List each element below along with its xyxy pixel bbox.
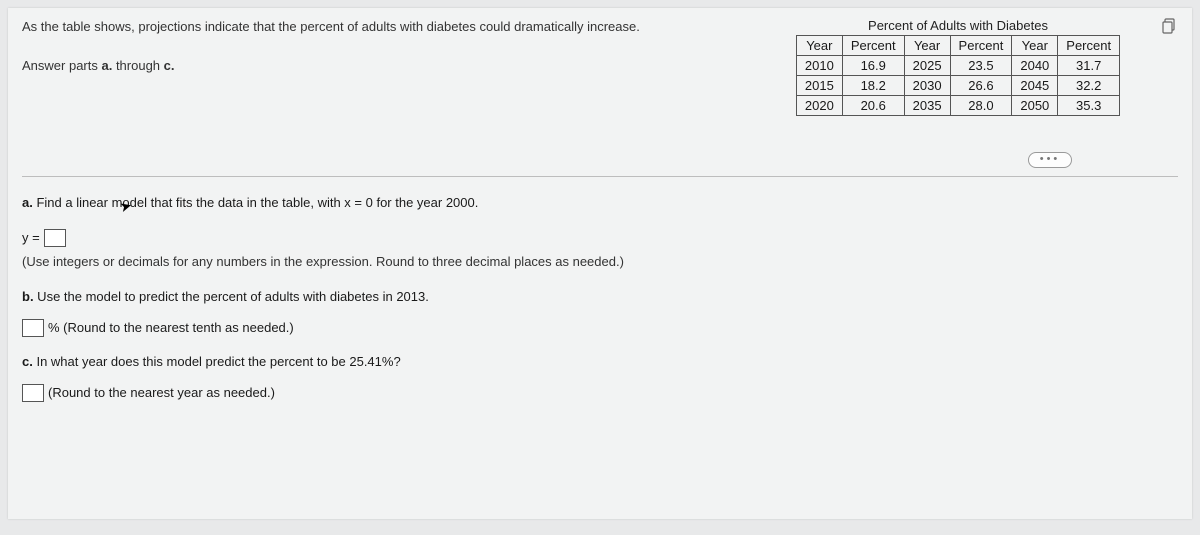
part-b-unit: % (Round to the nearest tenth as needed.… xyxy=(48,316,294,341)
part-c-prompt: c. In what year does this model predict … xyxy=(22,350,1178,375)
part-c: c. In what year does this model predict … xyxy=(22,350,1178,405)
answer-prompt: Answer parts a. through c. xyxy=(22,58,708,73)
part-c-label: c. xyxy=(22,354,33,369)
cell-y: 2015 xyxy=(796,76,842,96)
more-pill-button[interactable]: ••• xyxy=(1028,152,1072,168)
th-year-1: Year xyxy=(796,36,842,56)
data-table: Year Percent Year Percent Year Percent 2… xyxy=(796,35,1120,116)
cell-p: 16.9 xyxy=(842,56,904,76)
cell-p: 23.5 xyxy=(950,56,1012,76)
part-c-hint: (Round to the nearest year as needed.) xyxy=(48,381,275,406)
table-column: Percent of Adults with Diabetes Year Per… xyxy=(738,18,1178,116)
part-a-hint: (Use integers or decimals for any number… xyxy=(22,250,1178,275)
cell-y: 2020 xyxy=(796,96,842,116)
eq-lhs: y = xyxy=(22,226,40,251)
cell-y: 2040 xyxy=(1012,56,1058,76)
table-row: 2010 16.9 2025 23.5 2040 31.7 xyxy=(796,56,1119,76)
part-a-input[interactable] xyxy=(44,229,66,247)
th-year-2: Year xyxy=(904,36,950,56)
cell-y: 2030 xyxy=(904,76,950,96)
cell-p: 26.6 xyxy=(950,76,1012,96)
intro-text: As the table shows, projections indicate… xyxy=(22,18,708,36)
copy-icon[interactable] xyxy=(1162,18,1178,34)
table-title: Percent of Adults with Diabetes xyxy=(738,18,1178,33)
cell-y: 2010 xyxy=(796,56,842,76)
part-b-prompt: b. Use the model to predict the percent … xyxy=(22,285,1178,310)
part-c-text: In what year does this model predict the… xyxy=(33,354,401,369)
prompt-prefix: Answer parts xyxy=(22,58,101,73)
part-a-equation: y = xyxy=(22,226,1178,251)
part-a: a. Find a linear model that fits the dat… xyxy=(22,191,1178,275)
cell-y: 2045 xyxy=(1012,76,1058,96)
part-c-input[interactable] xyxy=(22,384,44,402)
th-percent-2: Percent xyxy=(950,36,1012,56)
cell-p: 20.6 xyxy=(842,96,904,116)
part-a-text: Find a linear model that fits the data i… xyxy=(33,195,479,210)
prompt-a: a. xyxy=(101,58,112,73)
intro-column: As the table shows, projections indicate… xyxy=(22,18,738,116)
table-row: 2015 18.2 2030 26.6 2045 32.2 xyxy=(796,76,1119,96)
cell-y: 2035 xyxy=(904,96,950,116)
th-percent-3: Percent xyxy=(1058,36,1120,56)
cell-p: 32.2 xyxy=(1058,76,1120,96)
cell-p: 28.0 xyxy=(950,96,1012,116)
part-b-answer-line: % (Round to the nearest tenth as needed.… xyxy=(22,316,1178,341)
page: As the table shows, projections indicate… xyxy=(8,8,1192,519)
part-b-text: Use the model to predict the percent of … xyxy=(34,289,429,304)
th-percent-1: Percent xyxy=(842,36,904,56)
prompt-mid: through xyxy=(112,58,163,73)
cell-y: 2025 xyxy=(904,56,950,76)
part-a-prompt: a. Find a linear model that fits the dat… xyxy=(22,191,1178,216)
table-row: 2020 20.6 2035 28.0 2050 35.3 xyxy=(796,96,1119,116)
questions-area: a. Find a linear model that fits the dat… xyxy=(8,177,1192,406)
top-row: As the table shows, projections indicate… xyxy=(8,8,1192,120)
part-a-label: a. xyxy=(22,195,33,210)
prompt-c: c. xyxy=(164,58,175,73)
cell-p: 35.3 xyxy=(1058,96,1120,116)
part-c-answer-line: (Round to the nearest year as needed.) xyxy=(22,381,1178,406)
cell-y: 2050 xyxy=(1012,96,1058,116)
table-header-row: Year Percent Year Percent Year Percent xyxy=(796,36,1119,56)
part-b-input[interactable] xyxy=(22,319,44,337)
cell-p: 18.2 xyxy=(842,76,904,96)
part-b: b. Use the model to predict the percent … xyxy=(22,285,1178,340)
part-b-label: b. xyxy=(22,289,34,304)
th-year-3: Year xyxy=(1012,36,1058,56)
cell-p: 31.7 xyxy=(1058,56,1120,76)
